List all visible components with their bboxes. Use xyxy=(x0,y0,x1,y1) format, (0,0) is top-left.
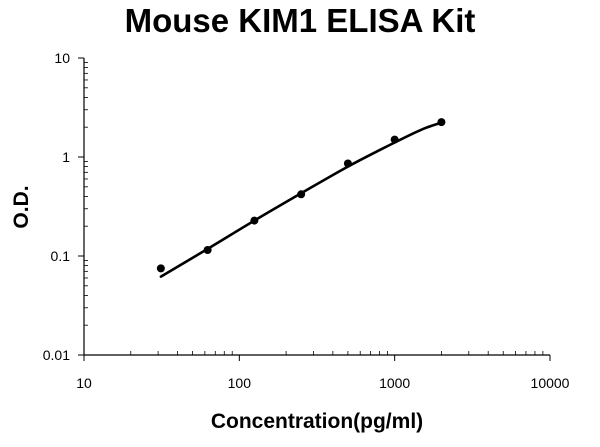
fit-curve-layer xyxy=(159,121,443,278)
data-point xyxy=(250,216,259,225)
y-tick-label: 0.1 xyxy=(51,248,71,264)
data-point xyxy=(390,135,399,144)
x-axis-label: Concentration(pg/ml) xyxy=(210,410,424,433)
y-tick-label: 1 xyxy=(62,149,70,165)
axis-ticks xyxy=(78,57,551,361)
fit-curve xyxy=(159,121,443,278)
y-tick-label: 10 xyxy=(54,50,70,66)
x-tick-label: 1000 xyxy=(379,375,410,391)
x-tick-label: 100 xyxy=(228,375,252,391)
tick-labels: 0.01 0.1 1 10 10 100 1000 10000 xyxy=(43,50,570,391)
axes xyxy=(83,58,550,356)
y-axis-label: O.D. xyxy=(10,185,33,229)
data-points-layer xyxy=(156,118,446,273)
x-tick-label: 10 xyxy=(76,375,92,391)
y-tick-label: 0.01 xyxy=(43,347,70,363)
data-point xyxy=(343,159,352,168)
data-point xyxy=(203,245,212,254)
data-point xyxy=(156,264,165,273)
data-point xyxy=(297,190,306,199)
x-tick-label: 10000 xyxy=(531,375,570,391)
data-point xyxy=(437,118,446,127)
chart-title: Mouse KIM1 ELISA Kit xyxy=(124,2,476,39)
